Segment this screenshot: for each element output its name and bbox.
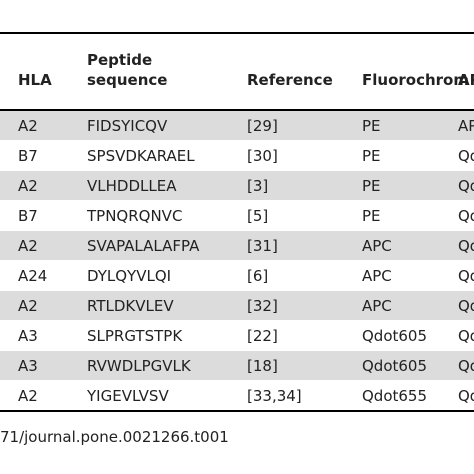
table-cell: [31]	[247, 237, 278, 255]
table-cell: Qdot655	[362, 387, 428, 405]
table-cell: Qd	[458, 357, 474, 375]
table-cell: Qd	[458, 387, 474, 405]
table-cell: Qd	[458, 327, 474, 345]
table-cell: SPSVDKARAEL	[87, 147, 195, 165]
column-header: Peptide	[87, 51, 153, 69]
table-cell: PE	[362, 117, 381, 135]
table-cell: DYLQYVLQI	[87, 267, 172, 285]
table-cell: A2	[18, 297, 38, 315]
table-cell: [18]	[247, 357, 278, 375]
table-cell: Qd	[458, 267, 474, 285]
table-cell: FIDSYICQV	[87, 117, 168, 135]
bottom-rule	[0, 410, 474, 412]
table-cell: [30]	[247, 147, 278, 165]
table-cell: [32]	[247, 297, 278, 315]
table-cell: A3	[18, 327, 38, 345]
table-cell: A2	[18, 117, 38, 135]
table-cell: [22]	[247, 327, 278, 345]
table-cell: [33,34]	[247, 387, 302, 405]
column-header: AP	[458, 71, 474, 89]
table-cell: Qd	[458, 207, 474, 225]
table-cell: YIGEVLVSV	[87, 387, 169, 405]
table-row	[0, 141, 474, 170]
table-cell: Qdot605	[362, 327, 428, 345]
footer-doi: 71/journal.pone.0021266.t001	[0, 428, 229, 446]
column-header: Fluorochrom	[362, 71, 469, 89]
table-cell: Qd	[458, 297, 474, 315]
table-cell: VLHDDLLEA	[87, 177, 177, 195]
table-cell: PE	[362, 147, 381, 165]
table-cell: [6]	[247, 267, 269, 285]
header-rule	[0, 109, 474, 111]
table-cell: [3]	[247, 177, 269, 195]
table-cell: PE	[362, 177, 381, 195]
table-cell: A3	[18, 357, 38, 375]
table-cell: Qdot605	[362, 357, 428, 375]
table-cell: APC	[362, 297, 392, 315]
table-row	[0, 111, 474, 140]
table-cell: SVAPALALAFPA	[87, 237, 200, 255]
table-cell: AP	[458, 117, 474, 135]
table-row	[0, 351, 474, 380]
table-row	[0, 381, 474, 410]
table-cell: A2	[18, 387, 38, 405]
table-row	[0, 291, 474, 320]
column-header: HLA	[18, 71, 52, 89]
column-header: Reference	[247, 71, 333, 89]
table-row	[0, 231, 474, 260]
table-cell: PE	[362, 207, 381, 225]
column-header: sequence	[87, 71, 168, 89]
table-cell: RTLDKVLEV	[87, 297, 174, 315]
table-row	[0, 171, 474, 200]
table-cell: APC	[362, 237, 392, 255]
table-cell: SLPRGTSTPK	[87, 327, 183, 345]
table-cell: RVWDLPGVLK	[87, 357, 191, 375]
table-row	[0, 261, 474, 290]
top-rule	[0, 32, 474, 34]
table-cell: B7	[18, 147, 38, 165]
table-cell: [29]	[247, 117, 278, 135]
table-row	[0, 201, 474, 230]
table-cell: B7	[18, 207, 38, 225]
table-row	[0, 321, 474, 350]
table-cell: Qd	[458, 177, 474, 195]
table-cell: Qdo	[458, 147, 474, 165]
table-cell: A2	[18, 177, 38, 195]
table-cell: A2	[18, 237, 38, 255]
table-cell: APC	[362, 267, 392, 285]
table-cell: [5]	[247, 207, 269, 225]
table-cell: TPNQRQNVC	[87, 207, 183, 225]
table-cell: Qd	[458, 237, 474, 255]
table-cell: A24	[18, 267, 48, 285]
